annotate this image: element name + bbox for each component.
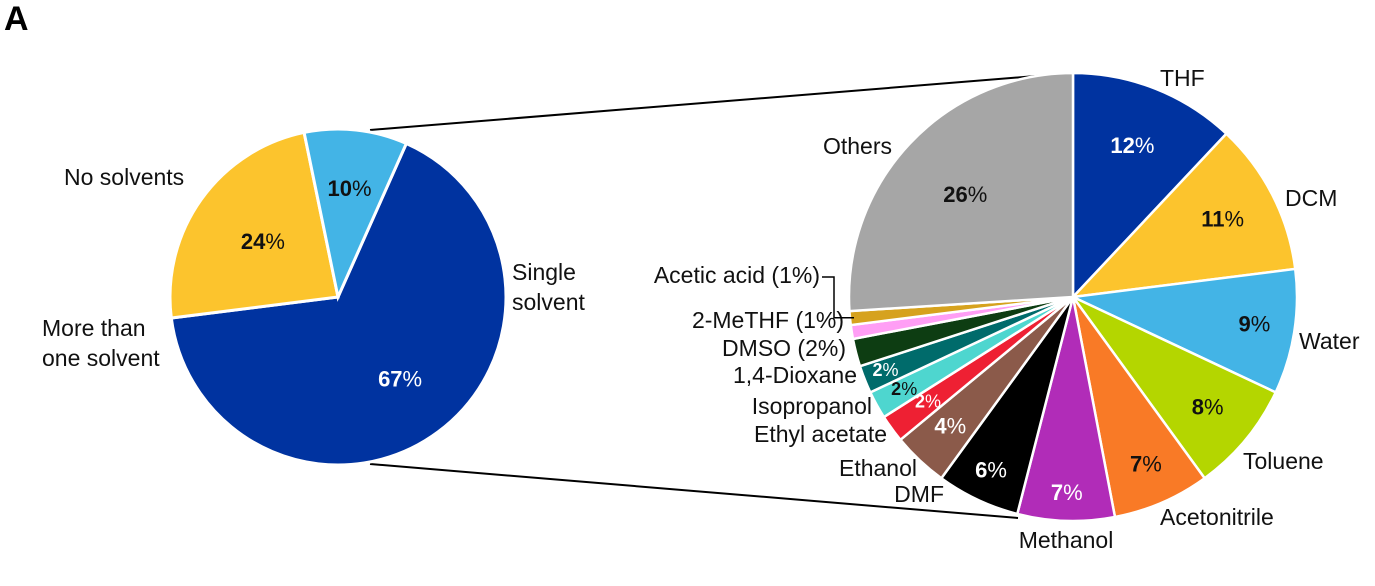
slice-value-number: 2 [915,391,925,411]
slice-value-number: 67 [378,366,402,391]
slice-value-number: 4 [934,413,947,438]
percent-sign: % [987,457,1007,482]
slice-label-dmf: DMF [894,481,944,507]
connector-line-bottom [369,463,1019,519]
pie-slice-single-solvent [169,141,508,467]
slice-value-others: 26% [943,182,987,207]
slice-value-methanol: 7% [1051,480,1083,505]
slice-label-single-solvent: Single solvent [512,259,585,315]
percent-sign: % [1251,312,1271,337]
slice-value-number: 2 [873,360,883,380]
percent-sign: % [883,360,899,380]
solvent-type-pie: 12% THF 11% DCM 9% Water 8% Toluene 7% Acetonitri… [654,65,1360,553]
slice-label-1-4-dioxane: 1,4-Dioxane [733,362,857,388]
slice-label-others: Others [823,133,892,159]
slice-value-ethyl-acetate: 2% [915,391,941,411]
percent-sign: % [947,413,967,438]
slice-label-no-solvents: No solvents [64,164,184,190]
connector-line-top [369,72,1074,131]
slice-value-isopropanol: 2% [891,379,917,399]
percent-sign: % [403,366,423,391]
slice-label-ethanol: Ethanol [839,455,917,481]
slice-label-line: Single [512,259,576,285]
slice-label-line: solvent [512,289,585,315]
slice-label-more-than-one-solvent: More than one solvent [42,315,160,371]
percent-sign: % [968,182,988,207]
slice-value-1-4-dioxane: 2% [873,360,899,380]
slice-label-2-methf: 2-MeTHF (1%) [692,307,844,333]
pie-slice-no-solvents [302,127,409,302]
leader-line-acetic-acid [822,276,854,319]
slice-value-number: 6 [975,457,987,482]
slice-value-toluene: 8% [1192,394,1224,419]
slice-value-number: 9 [1239,312,1251,337]
slice-value-number: 11 [1201,207,1224,232]
slice-value-number: 10 [328,176,352,201]
slice-value-number: 8 [1192,394,1204,419]
slice-label-acetic-acid: Acetic acid (1%) [654,262,820,288]
slice-value-number: 7 [1130,451,1142,476]
slice-value-dmf: 6% [975,457,1007,482]
percent-sign: % [1225,207,1245,232]
connector-lines [369,72,1074,519]
slice-label-water: Water [1299,328,1360,354]
slice-label-dcm: DCM [1285,185,1337,211]
slice-label-line: More than [42,315,146,341]
slice-value-single-solvent: 67% [378,366,422,391]
slice-value-acetonitrile: 7% [1130,451,1162,476]
pie-slice-toluene [1071,295,1278,480]
slice-value-more-than-one-solvent: 24% [241,229,285,254]
slice-label-dmso: DMSO (2%) [722,335,846,361]
slice-value-ethanol: 4% [934,413,966,438]
slice-label-acetonitrile: Acetonitrile [1160,504,1274,530]
pie-slice-others [847,71,1075,313]
pie-slice-dcm [1069,131,1297,299]
slice-value-number: 2 [891,379,901,399]
percent-sign: % [901,379,917,399]
slice-label-line: one solvent [42,345,160,371]
slice-label-methanol: Methanol [1019,527,1114,553]
pie-slice-more-than-one-solvent [168,130,340,320]
percent-sign: % [1142,451,1162,476]
percent-sign: % [1204,394,1224,419]
slice-value-thf: 12% [1110,133,1154,158]
percent-sign: % [925,391,941,411]
solvent-usage-pie: 67% Single solvent 24% More than one solvent 1… [42,127,585,467]
slice-value-number: 24 [241,229,266,254]
pie-slice-thf [1071,71,1229,301]
slice-value-dcm: 11% [1201,207,1244,232]
slice-value-water: 9% [1239,312,1271,337]
percent-sign: % [265,229,285,254]
slice-label-isopropanol: Isopropanol [752,393,872,419]
pie-slice-water [1068,267,1299,395]
slice-value-number: 12 [1110,133,1134,158]
slice-value-no-solvents: 10% [328,176,372,201]
slice-label-thf: THF [1160,65,1205,91]
percent-sign: % [1135,133,1155,158]
panel-letter: A [4,0,29,38]
slice-value-number: 7 [1051,480,1063,505]
slice-label-toluene: Toluene [1243,448,1324,474]
slice-label-ethyl-acetate: Ethyl acetate [754,421,887,447]
percent-sign: % [352,176,372,201]
slice-value-number: 26 [943,182,967,207]
percent-sign: % [1063,480,1083,505]
